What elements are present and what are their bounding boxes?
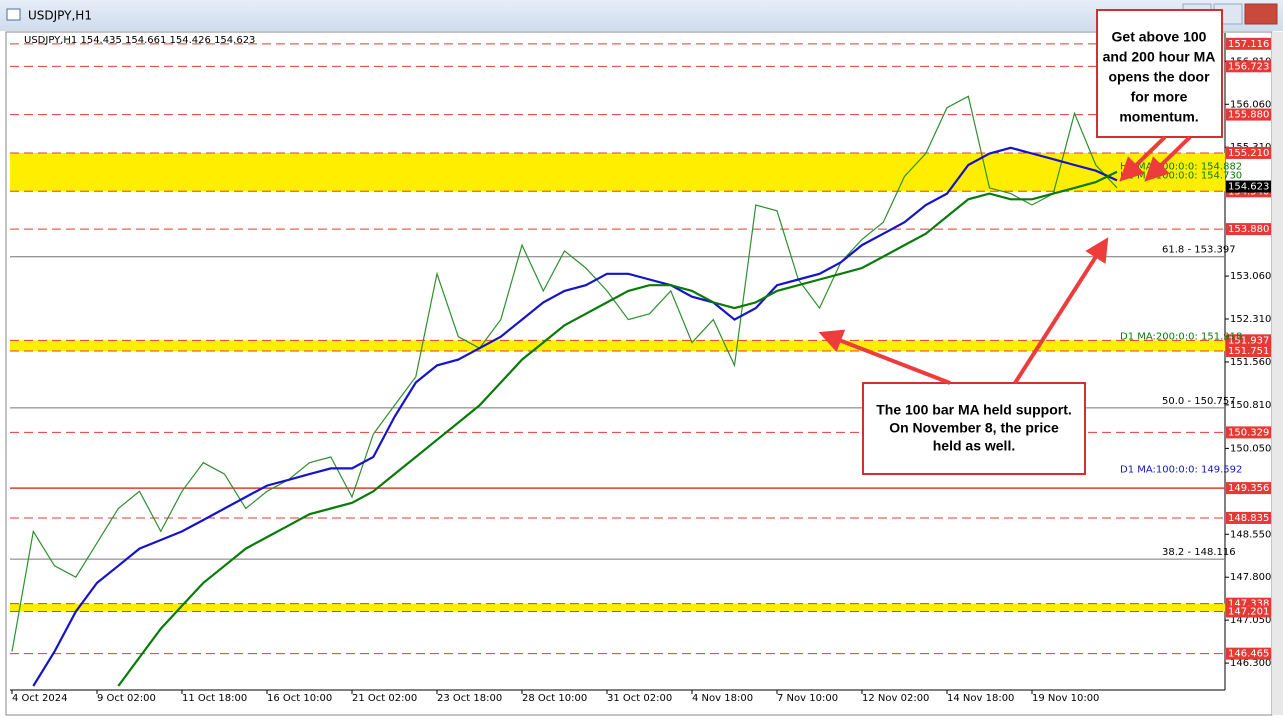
x-tick-label: 14 Nov 18:00 xyxy=(947,693,1014,704)
y-tick-label: 156.060 xyxy=(1230,99,1271,110)
arrow xyxy=(1144,135,1192,182)
price-label: 154.623 xyxy=(1228,182,1269,193)
x-tick-label: 4 Oct 2024 xyxy=(12,693,67,704)
chart-frame xyxy=(5,31,1273,716)
support-zone xyxy=(10,152,1225,192)
level-tag xyxy=(1226,344,1271,357)
annotation-text: opens the door xyxy=(1108,69,1210,85)
window-title: USDJPY,H1 xyxy=(28,9,92,23)
chart-title: USDJPY,H1 154.435 154.661 154.426 154.62… xyxy=(24,35,255,46)
level-tag xyxy=(1226,108,1271,121)
callout-box xyxy=(862,382,1086,475)
x-tick-label: 4 Nov 18:00 xyxy=(692,693,753,704)
level-tag xyxy=(1226,426,1271,439)
level-label: 157.116 xyxy=(1228,39,1269,50)
series-line xyxy=(11,95,1118,652)
window-icon xyxy=(6,8,21,21)
x-tick-label: 9 Oct 02:00 xyxy=(97,693,156,704)
annotation-text: Get above 100 xyxy=(1112,29,1207,45)
level-tag xyxy=(1226,511,1271,524)
y-tick-label: 150.050 xyxy=(1230,443,1271,454)
callout-box xyxy=(1096,9,1223,138)
level-label: 149.356 xyxy=(1228,483,1269,494)
y-tick-label: 152.310 xyxy=(1230,314,1271,325)
x-tick-label: 16 Oct 10:00 xyxy=(267,693,332,704)
annotation-text: and 200 hour MA xyxy=(1103,49,1216,65)
series-line xyxy=(32,146,1118,687)
level-label: 155.210 xyxy=(1228,148,1269,159)
price-tag xyxy=(1226,180,1271,193)
ma-label: D1 MA:100:0:0: 149.592 xyxy=(1120,465,1242,476)
annotation-text: The 100 bar MA held support. xyxy=(876,402,1072,418)
x-tick-label: 11 Oct 18:00 xyxy=(182,693,247,704)
x-tick-label: 7 Nov 10:00 xyxy=(777,693,838,704)
x-tick-label: 23 Oct 18:00 xyxy=(437,693,502,704)
level-label: 150.329 xyxy=(1228,427,1269,438)
annotation-text: On November 8, the price xyxy=(889,420,1059,436)
series-line xyxy=(117,170,1118,687)
level-label: 148.835 xyxy=(1228,513,1269,524)
y-tick-label: 151.560 xyxy=(1230,357,1271,368)
annotation-text: held as well. xyxy=(933,438,1015,454)
support-zone xyxy=(10,340,1225,351)
level-tag xyxy=(1226,482,1271,495)
x-tick-label: 31 Oct 02:00 xyxy=(607,693,672,704)
ma-label: H1 MA:100:0:0: 154.730 xyxy=(1120,170,1242,181)
y-tick-label: 153.060 xyxy=(1230,271,1271,282)
y-tick-label: 148.550 xyxy=(1230,529,1271,540)
level-label: 153.880 xyxy=(1228,224,1269,235)
x-tick-label: 12 Nov 02:00 xyxy=(862,693,929,704)
ma-label: D1 MA:200:0:0: 151.918 xyxy=(1120,331,1242,342)
level-tag xyxy=(1226,223,1271,236)
arrow xyxy=(818,329,951,385)
fib-label: 38.2 - 148.116 xyxy=(1162,547,1236,558)
level-label: 156.723 xyxy=(1228,61,1269,72)
level-label: 147.338 xyxy=(1228,599,1269,610)
y-tick-label: 147.800 xyxy=(1230,572,1271,583)
annotation-text: for more xyxy=(1131,89,1188,105)
y-tick-label: 147.050 xyxy=(1230,615,1271,626)
level-tag xyxy=(1226,334,1271,347)
x-tick-label: 28 Oct 10:00 xyxy=(522,693,587,704)
level-tag xyxy=(1226,37,1271,50)
title-bar xyxy=(0,0,1283,31)
level-label: 155.880 xyxy=(1228,110,1269,121)
close-button[interactable] xyxy=(1244,3,1278,25)
level-label: 151.937 xyxy=(1228,335,1269,346)
x-tick-label: 19 Nov 10:00 xyxy=(1032,693,1099,704)
scrollbar[interactable] xyxy=(1272,32,1283,715)
ma-label: H1 MA:200:0:0: 154.882 xyxy=(1120,162,1242,173)
level-tag xyxy=(1226,146,1271,159)
annotation-text: momentum. xyxy=(1119,109,1198,125)
fib-label: 50.0 - 150.757 xyxy=(1162,396,1236,407)
fib-label: 61.8 - 153.397 xyxy=(1162,245,1236,256)
y-tick-label: 146.300 xyxy=(1230,658,1271,669)
level-label: 151.751 xyxy=(1228,346,1269,357)
level-tag xyxy=(1226,60,1271,73)
x-tick-label: 21 Oct 02:00 xyxy=(352,693,417,704)
y-tick-label: 150.810 xyxy=(1230,400,1271,411)
level-tag xyxy=(1226,647,1271,660)
level-tag xyxy=(1226,605,1271,618)
support-zone xyxy=(10,603,1225,612)
level-label: 146.465 xyxy=(1228,649,1269,660)
level-label: 147.201 xyxy=(1228,607,1269,618)
arrow xyxy=(1013,237,1109,385)
